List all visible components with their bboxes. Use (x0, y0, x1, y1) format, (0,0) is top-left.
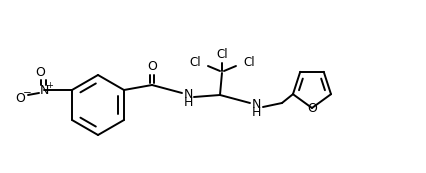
Text: O: O (15, 92, 25, 104)
Text: O: O (35, 66, 45, 80)
Text: O: O (147, 61, 157, 74)
Text: N: N (39, 84, 49, 97)
Text: H: H (184, 97, 193, 110)
Text: Cl: Cl (216, 48, 228, 61)
Text: Cl: Cl (189, 57, 201, 70)
Text: N: N (184, 89, 193, 102)
Text: O: O (307, 102, 317, 116)
Text: H: H (252, 107, 262, 120)
Text: N: N (252, 98, 262, 112)
Text: −: − (23, 88, 32, 98)
Text: Cl: Cl (243, 57, 255, 70)
Text: +: + (46, 80, 53, 89)
